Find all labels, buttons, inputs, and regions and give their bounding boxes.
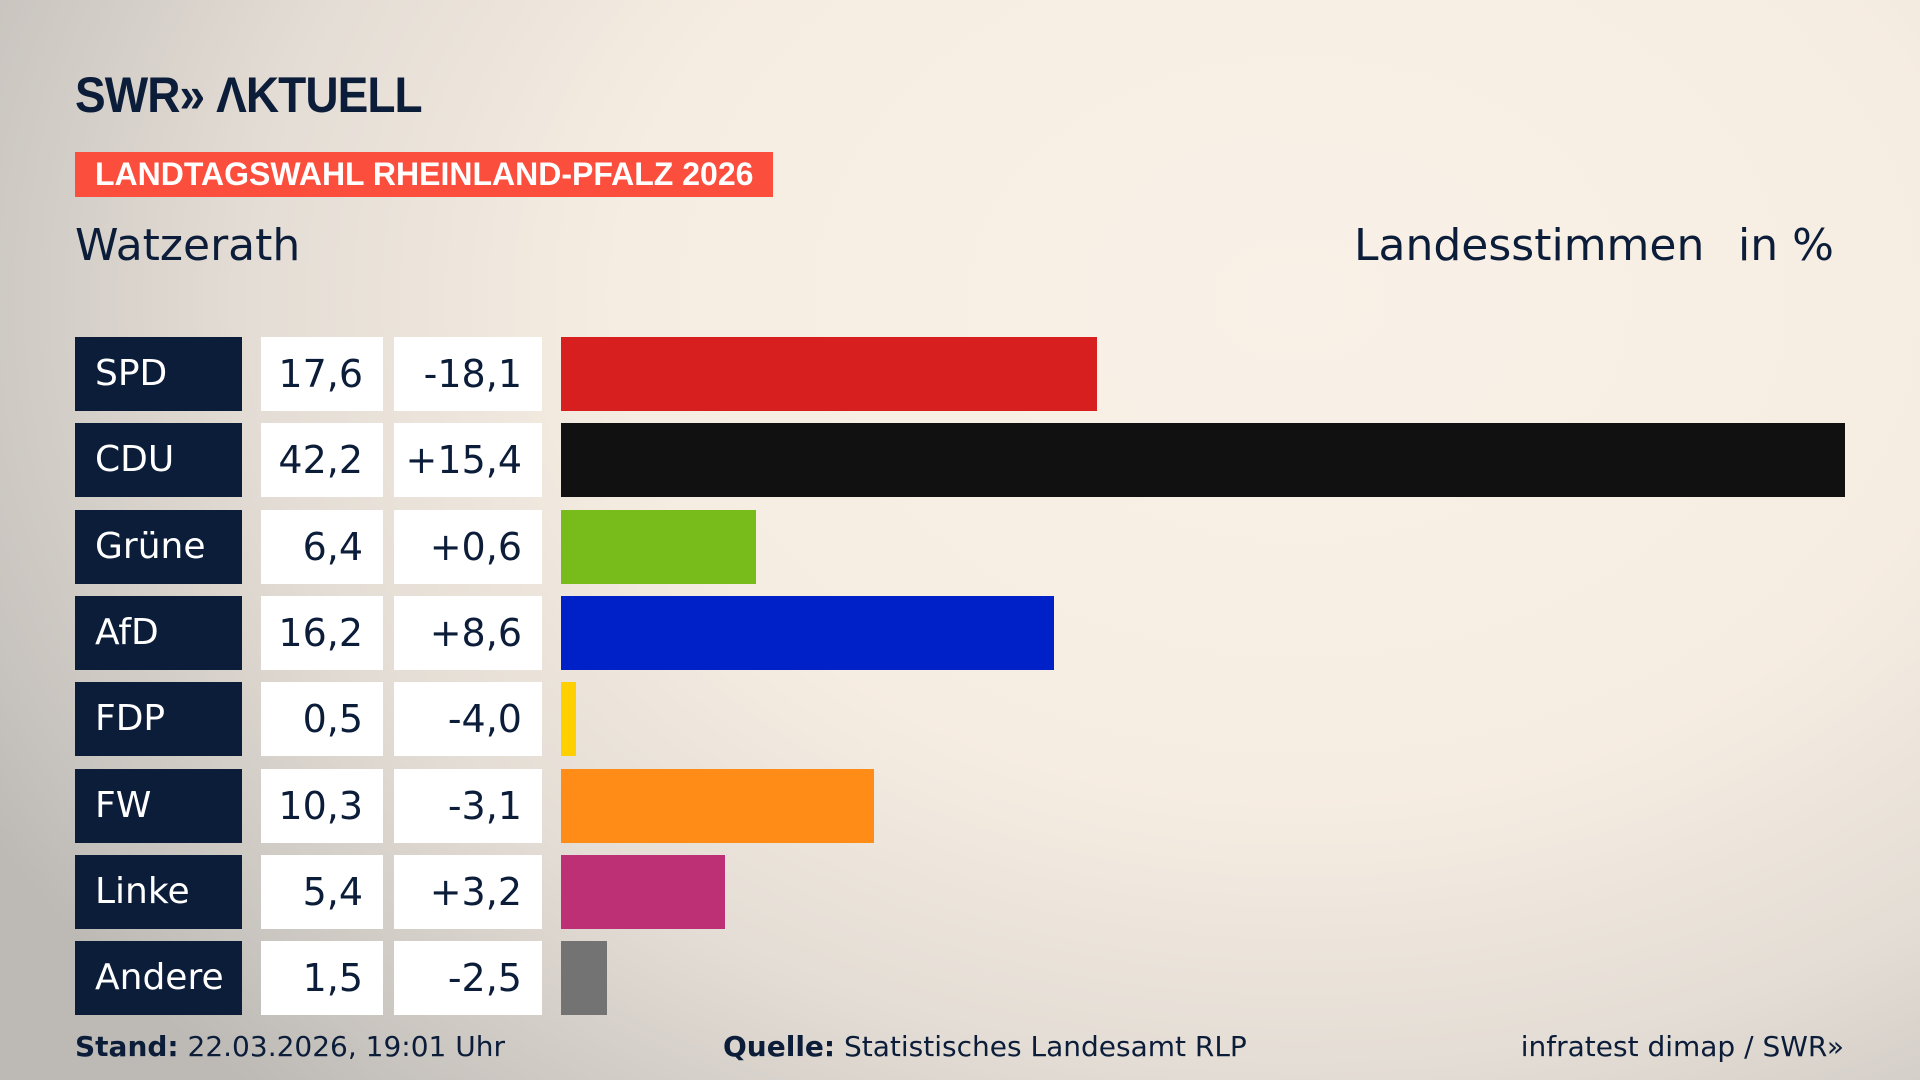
stand-value: 22.03.2026, 19:01 Uhr <box>187 1030 505 1063</box>
vote-share: 0,5 <box>261 682 383 757</box>
bar-linke <box>561 854 726 929</box>
party-label: AfD <box>75 595 242 670</box>
stand-label: Stand: <box>75 1030 179 1063</box>
election-banner: LANDTAGSWAHL RHEINLAND-PFALZ 2026 <box>75 152 774 197</box>
vote-share: 17,6 <box>261 337 383 411</box>
credit: infratest dimap / SWR» <box>1520 1030 1844 1063</box>
vote-share: 16,2 <box>261 595 383 670</box>
party-label: SPD <box>75 337 242 411</box>
vote-change: +15,4 <box>394 423 542 498</box>
party-label: Linke <box>75 854 242 929</box>
party-label: CDU <box>75 423 242 498</box>
vote-change: -2,5 <box>394 941 542 1016</box>
vote-change: +8,6 <box>394 595 542 670</box>
bar-afd <box>561 595 1054 670</box>
bar-cdu <box>561 423 1845 498</box>
vote-change: +3,2 <box>394 854 542 929</box>
bar-andere <box>561 941 607 1016</box>
unit-label: in % <box>1738 220 1834 271</box>
vote-change: +0,6 <box>394 509 542 584</box>
bar-fdp <box>561 682 577 757</box>
party-label: FDP <box>75 682 242 757</box>
vote-share: 6,4 <box>261 509 383 584</box>
source: Quelle: Statistisches Landesamt RLP <box>723 1030 1247 1063</box>
vote-share: 10,3 <box>261 768 383 843</box>
bar-grüne <box>561 509 756 584</box>
vote-change: -4,0 <box>394 682 542 757</box>
source-value: Statistisches Landesamt RLP <box>844 1030 1247 1063</box>
municipality-title: Watzerath <box>75 220 301 271</box>
party-label: Grüne <box>75 509 242 584</box>
bar-fw <box>561 768 875 843</box>
measure-label: Landesstimmen <box>1354 220 1705 271</box>
vote-share: 42,2 <box>261 423 383 498</box>
party-label: Andere <box>75 941 242 1016</box>
source-label: Quelle: <box>723 1030 836 1063</box>
stand: Stand: 22.03.2026, 19:01 Uhr <box>75 1030 505 1063</box>
vote-share: 1,5 <box>261 941 383 1016</box>
vote-change: -18,1 <box>394 337 542 411</box>
bar-spd <box>561 337 1097 411</box>
vote-change: -3,1 <box>394 768 542 843</box>
vote-share: 5,4 <box>261 854 383 929</box>
party-label: FW <box>75 768 242 843</box>
swr-aktuell-logo: SWR» ΛKTUELL <box>75 67 423 123</box>
